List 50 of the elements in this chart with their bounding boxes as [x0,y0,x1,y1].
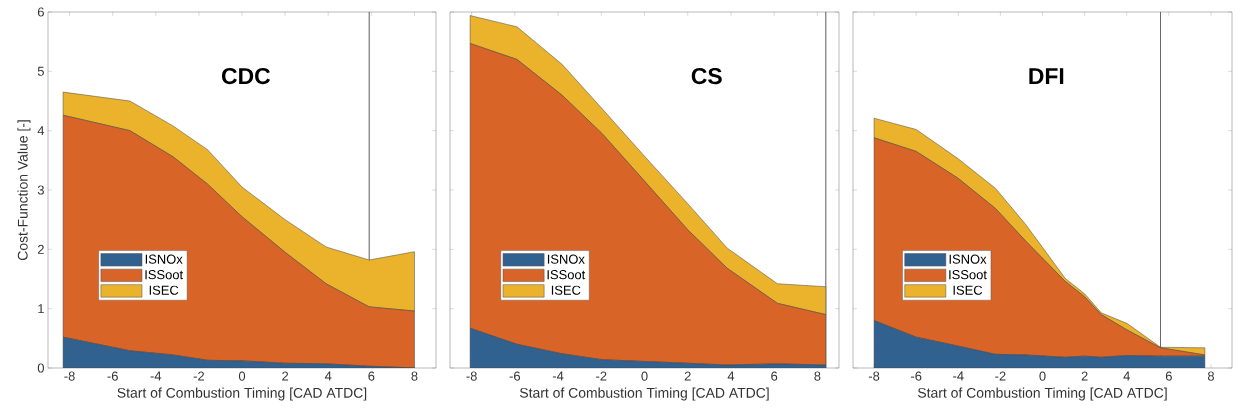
x-tick-label: 0 [1039,371,1046,381]
legend-label: ISSoot [949,270,987,280]
x-tick-label: 2 [684,371,691,381]
legend-label: ISEC [551,285,581,295]
x-tick-label: 6 [1165,371,1172,381]
legend-label: ISSoot [145,270,184,280]
x-tick-label: 8 [411,371,418,381]
y-tick-label: 0 [37,363,44,373]
x-tick-label: 6 [771,371,778,381]
x-tick-label: -2 [995,371,1006,381]
x-tick-label: 4 [324,371,332,381]
x-tick-label: 8 [1207,371,1215,381]
legend-label: ISNOx [547,254,585,264]
legend-label: ISSoot [547,270,586,280]
text: CDC [222,67,271,85]
x-tick-label: -8 [64,371,75,381]
x-tick-label: 0 [238,371,246,381]
x-tick-label: 4 [727,371,735,381]
x-tick-label: -2 [193,371,204,381]
y-tick-label: 5 [37,66,44,76]
legend-label: ISEC [953,285,983,295]
text: DFI [1029,68,1064,84]
text: CS [691,67,722,85]
x-tick-label: -2 [596,371,607,381]
x-axis-title: Start of Combustion Timing [CAD ATDC] [117,387,367,401]
legend-label: ISEC [149,285,179,295]
x-tick-label: 6 [368,371,375,381]
x-tick-label: -4 [150,371,162,381]
x-tick-label: -6 [509,371,521,381]
legend-label: ISNOx [949,254,987,264]
y-tick-label: 1 [38,304,44,314]
x-tick-label: -6 [911,371,922,381]
x-tick-label: 8 [814,371,821,381]
x-tick-label: -8 [868,371,880,381]
y-tick-label: 3 [37,185,44,195]
y-axis-title: Cost-Function Value [-] [17,120,31,261]
x-tick-label: 2 [1081,371,1088,381]
x-tick-label: -4 [552,371,564,381]
x-tick-label: -6 [107,371,118,381]
x-tick-label: 4 [1123,371,1130,381]
y-tick-label: 2 [37,244,44,254]
x-tick-label: -8 [466,371,477,381]
legend-label: ISNOx [145,254,183,264]
x-axis-title: Start of Combustion Timing [CAD ATDC] [519,387,769,401]
x-tick-label: -4 [953,371,964,381]
x-axis-title: Start of Combustion Timing [CAD ATDC] [917,387,1167,401]
x-tick-label: 0 [641,371,648,381]
y-tick-label: 6 [37,7,44,17]
y-tick-label: 4 [37,126,45,136]
x-tick-label: 2 [282,371,289,381]
